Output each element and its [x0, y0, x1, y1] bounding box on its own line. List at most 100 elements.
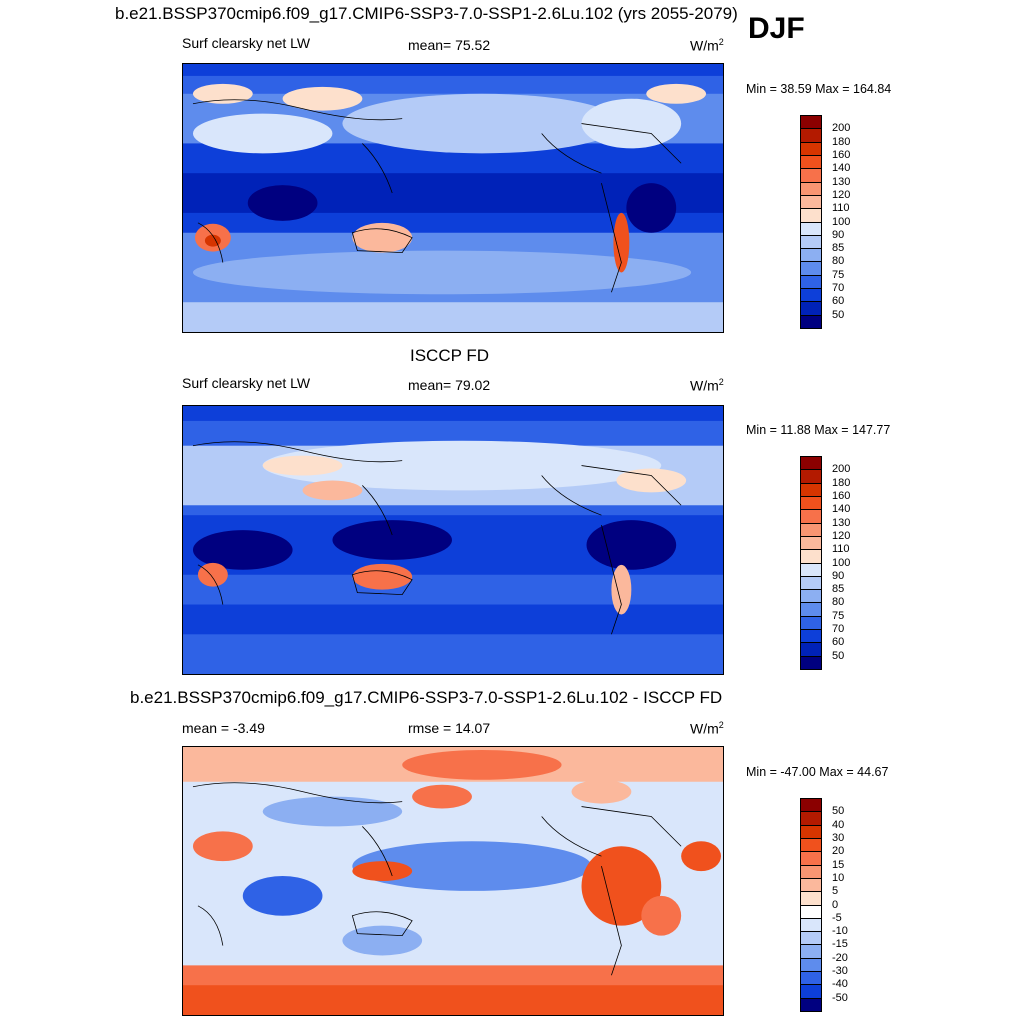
panel-2-colorbar: 200 180 160 140 130 120 110 100 90 85 80 75 70 60 50	[800, 456, 850, 670]
panel-2-mean-label: mean= 79.02	[408, 377, 491, 393]
colorbar-swatch	[800, 208, 822, 223]
panel-1-title: b.e21.BSSP370cmip6.f09_g17.CMIP6-SSP3-7.…	[115, 4, 738, 23]
panel-3-title: b.e21.BSSP370cmip6.f09_g17.CMIP6-SSP3-7.…	[130, 688, 723, 707]
panel-2-title: ISCCP FD	[410, 346, 490, 365]
colorbar-swatch	[800, 837, 822, 853]
colorbar-swatch	[800, 877, 822, 893]
colorbar-tick-label: 5	[832, 885, 839, 898]
colorbar-swatch	[800, 917, 822, 933]
panel-2-map	[182, 405, 724, 675]
colorbar-tick-label: 200	[832, 122, 851, 135]
colorbar-tick-label: 70	[832, 282, 845, 295]
colorbar-swatch	[800, 509, 822, 524]
colorbar-swatch	[800, 168, 822, 183]
colorbar-swatch	[800, 482, 822, 497]
colorbar-swatch	[800, 798, 822, 813]
colorbar-swatch	[800, 288, 822, 303]
colorbar-swatch	[800, 997, 822, 1012]
colorbar-swatch	[800, 221, 822, 236]
colorbar-swatch	[800, 864, 822, 879]
colorbar-swatch	[800, 615, 822, 631]
colorbar-tick-label: 85	[832, 583, 845, 596]
colorbar-swatch	[800, 957, 822, 973]
colorbar-swatch	[800, 522, 822, 537]
colorbar-swatch	[800, 234, 822, 250]
colorbar-swatch	[800, 194, 822, 210]
panel-3-mean-label: mean = -3.49	[182, 720, 265, 736]
colorbar-swatch	[800, 301, 822, 316]
colorbar-swatch	[800, 128, 822, 143]
panel-2-units: W/m2	[690, 377, 724, 394]
colorbar-tick-label: 130	[832, 175, 851, 188]
panel-2-variable-label: Surf clearsky net LW	[182, 375, 311, 391]
colorbar-swatch	[800, 655, 822, 670]
colorbar-tick-label: 90	[832, 569, 845, 582]
colorbar-swatch	[800, 469, 822, 484]
colorbar-tick-label: 200	[832, 463, 851, 476]
season-label: DJF	[748, 12, 805, 45]
panel-1-minmax: Min = 38.59 Max = 164.84	[746, 82, 892, 96]
colorbar-swatch	[800, 602, 822, 617]
colorbar-tick-label: 50	[832, 308, 845, 321]
colorbar-swatch	[800, 115, 822, 130]
colorbar-swatch	[800, 535, 822, 551]
colorbar-tick-label: 140	[832, 162, 851, 175]
colorbar-tick-label: -10	[832, 925, 848, 938]
colorbar-tick-label: -50	[832, 991, 848, 1004]
colorbar-tick-label: 10	[832, 871, 845, 884]
colorbar-swatch	[800, 642, 822, 657]
colorbar-swatch	[800, 629, 822, 644]
colorbar-tick-label: -40	[832, 978, 848, 991]
colorbar-swatch	[800, 495, 822, 511]
colorbar-swatch	[800, 248, 822, 263]
colorbar-swatch	[800, 851, 822, 866]
colorbar-tick-label: 160	[832, 148, 851, 161]
panel-3-minmax: Min = -47.00 Max = 44.67	[746, 765, 889, 779]
colorbar-tick-label: 80	[832, 255, 845, 268]
panel-1-mean-label: mean= 75.52	[408, 37, 491, 53]
colorbar-swatch	[800, 314, 822, 329]
colorbar-tick-label: 100	[832, 215, 851, 228]
colorbar-swatch	[800, 984, 822, 999]
colorbar-tick-label: 50	[832, 805, 845, 818]
colorbar-swatch	[800, 456, 822, 471]
colorbar-tick-label: 15	[832, 858, 845, 871]
colorbar-swatch	[800, 891, 822, 906]
colorbar-swatch	[800, 931, 822, 946]
panel-1-variable-label: Surf clearsky net LW	[182, 35, 311, 51]
colorbar-tick-label: 75	[832, 268, 845, 281]
panel-1-colorbar: 200 180 160 140 130 120 110 100 90 85 80 75 70 60 50	[800, 115, 850, 329]
colorbar-tick-label: 110	[832, 202, 850, 215]
colorbar-tick-label: 30	[832, 831, 845, 844]
colorbar-tick-label: 75	[832, 609, 845, 622]
colorbar-tick-label: -5	[832, 911, 842, 924]
colorbar-tick-label: 120	[832, 188, 851, 201]
panel-1-units: W/m2	[690, 37, 724, 54]
colorbar-tick-label: 110	[832, 543, 850, 556]
colorbar-tick-label: 20	[832, 845, 845, 858]
panel-3-rmse-label: rmse = 14.07	[408, 720, 491, 736]
colorbar-tick-label: 120	[832, 529, 851, 542]
colorbar-swatch	[800, 181, 822, 196]
colorbar-swatch	[800, 944, 822, 959]
colorbar-tick-label: 160	[832, 489, 851, 502]
colorbar-swatch	[800, 904, 822, 919]
colorbar-swatch	[800, 549, 822, 564]
colorbar-swatch	[800, 811, 822, 826]
colorbar-tick-label: 50	[832, 649, 845, 662]
colorbar-tick-label: 180	[832, 476, 851, 489]
panel-2-minmax: Min = 11.88 Max = 147.77	[746, 423, 891, 437]
colorbar-swatch	[800, 562, 822, 577]
colorbar-tick-label: 0	[832, 898, 839, 911]
panel-3-map	[182, 746, 724, 1016]
colorbar-swatch	[800, 575, 822, 591]
colorbar-tick-label: 90	[832, 228, 845, 241]
colorbar-tick-label: 40	[832, 818, 845, 831]
colorbar-swatch	[800, 141, 822, 156]
colorbar-tick-label: 130	[832, 516, 851, 529]
colorbar-tick-label: 80	[832, 596, 845, 609]
colorbar-swatch	[800, 971, 822, 986]
colorbar-tick-label: 140	[832, 503, 851, 516]
colorbar-tick-label: 85	[832, 242, 845, 255]
colorbar-tick-label: -20	[832, 951, 848, 964]
